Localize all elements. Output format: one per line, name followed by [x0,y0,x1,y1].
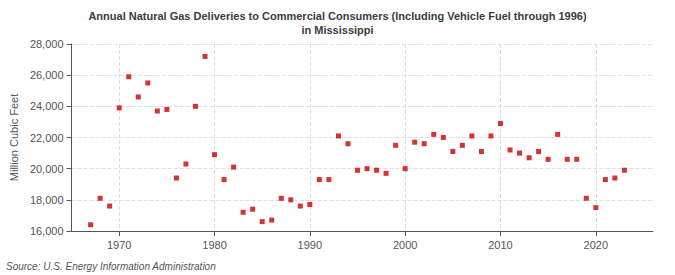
svg-text:1970: 1970 [107,239,131,251]
svg-text:16,000: 16,000 [30,225,64,237]
svg-text:Million Cubic Feet: Million Cubic Feet [8,94,20,181]
svg-text:26,000: 26,000 [30,69,64,81]
svg-text:in Mississippi: in Mississippi [301,24,373,36]
svg-text:18,000: 18,000 [30,194,64,206]
svg-text:28,000: 28,000 [30,38,64,50]
svg-text:1980: 1980 [202,239,226,251]
svg-text:2000: 2000 [393,239,417,251]
svg-text:24,000: 24,000 [30,100,64,112]
svg-text:2010: 2010 [488,239,512,251]
svg-text:22,000: 22,000 [30,132,64,144]
svg-text:Annual Natural Gas Deliveries: Annual Natural Gas Deliveries to Commerc… [88,10,587,22]
svg-text:2020: 2020 [584,239,608,251]
svg-text:1990: 1990 [298,239,322,251]
svg-text:Source: U.S. Energy Informatio: Source: U.S. Energy Information Administ… [6,261,216,272]
svg-text:20,000: 20,000 [30,163,64,175]
